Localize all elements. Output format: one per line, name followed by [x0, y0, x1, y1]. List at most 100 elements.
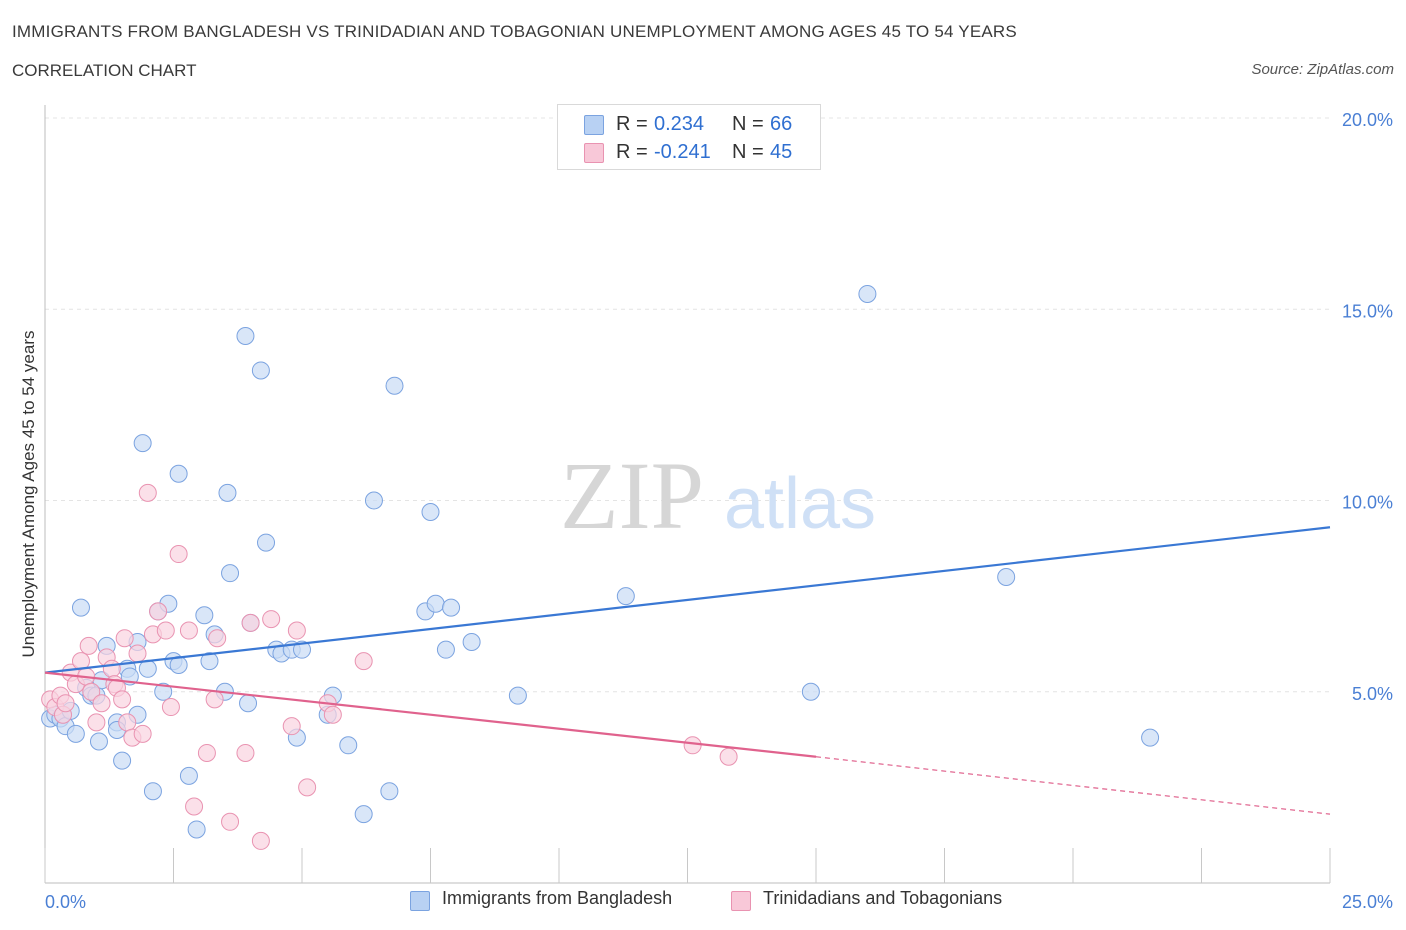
- y-tick-label: 20.0%: [1342, 110, 1393, 130]
- point-trinidad: [92, 694, 111, 713]
- point-trinidad: [118, 713, 137, 732]
- legend-swatch-trinidad: [584, 143, 604, 163]
- point-trinidad: [87, 713, 106, 732]
- point-bangladesh: [251, 361, 270, 380]
- point-trinidad: [156, 621, 175, 640]
- chart-subtitle: CORRELATION CHART: [12, 61, 197, 80]
- point-bangladesh: [508, 686, 527, 705]
- y-tick-label: 10.0%: [1342, 493, 1393, 513]
- legend-r-label: R =: [616, 113, 648, 135]
- point-bangladesh: [236, 327, 255, 346]
- point-bangladesh: [801, 682, 820, 701]
- point-bangladesh: [462, 633, 481, 652]
- watermark-atlas: atlas: [724, 464, 876, 544]
- legend-r-value: -0.241: [654, 141, 711, 163]
- point-bangladesh: [339, 736, 358, 755]
- tick-label-layer: 5.0% 10.0% 15.0% 20.0% 0.0% 25.0%: [45, 110, 1393, 912]
- point-bangladesh: [239, 694, 258, 713]
- x-tick-label: 0.0%: [45, 892, 86, 912]
- point-bangladesh: [179, 766, 198, 785]
- point-trinidad: [185, 797, 204, 816]
- point-trinidad: [179, 621, 198, 640]
- point-trinidad: [205, 690, 224, 709]
- point-trinidad: [323, 705, 342, 724]
- point-bangladesh: [143, 782, 162, 801]
- point-trinidad: [287, 621, 306, 640]
- point-bangladesh: [1141, 728, 1160, 747]
- series-swatch-bangladesh: [410, 891, 430, 911]
- trendline-trinidad: [44, 671, 817, 758]
- point-trinidad: [82, 682, 101, 701]
- point-bangladesh: [89, 732, 108, 751]
- point-bangladesh: [442, 598, 461, 617]
- point-bangladesh: [354, 805, 373, 824]
- legend-n-value: 66: [770, 113, 793, 135]
- point-bangladesh: [221, 564, 240, 583]
- point-bangladesh: [133, 434, 152, 453]
- watermark: ZIP atlas: [560, 442, 876, 549]
- point-trinidad: [102, 659, 121, 678]
- trendline-trinidad-extension: [815, 756, 1331, 815]
- point-bangladesh: [218, 483, 237, 502]
- point-trinidad: [138, 483, 157, 502]
- legend-n-label: N =: [732, 113, 764, 135]
- watermark-zip: ZIP: [560, 442, 704, 549]
- point-trinidad: [56, 694, 75, 713]
- point-trinidad: [241, 613, 260, 632]
- point-trinidad: [128, 644, 147, 663]
- x-tick-label: 25.0%: [1342, 892, 1393, 912]
- point-trinidad: [208, 629, 227, 648]
- legend-n-label: N =: [732, 141, 764, 163]
- trend-layer: [44, 526, 1331, 815]
- point-trinidad: [169, 545, 188, 564]
- axis-layer: [44, 105, 1331, 884]
- point-trinidad: [161, 698, 180, 717]
- y-tick-label: 15.0%: [1342, 301, 1393, 321]
- point-trinidad: [251, 831, 270, 850]
- point-trinidad: [221, 812, 240, 831]
- y-axis-label: Unemployment Among Ages 45 to 54 years: [19, 331, 38, 658]
- series-label-trinidad: Trinidadians and Tobagonians: [763, 888, 1003, 908]
- point-trinidad: [262, 610, 281, 629]
- legend-r-label: R =: [616, 141, 648, 163]
- points-layer: [41, 284, 1160, 850]
- chart-title: IMMIGRANTS FROM BANGLADESH VS TRINIDADIA…: [12, 22, 1017, 41]
- correlation-legend: R = 0.234 N = 66 R = -0.241 N = 45: [557, 104, 821, 170]
- point-bangladesh: [66, 724, 85, 743]
- point-bangladesh: [436, 640, 455, 659]
- point-trinidad: [298, 778, 317, 797]
- point-trinidad: [354, 652, 373, 671]
- series-label-bangladesh: Immigrants from Bangladesh: [442, 888, 673, 908]
- source-label: Source: ZipAtlas.com: [1251, 61, 1394, 78]
- point-bangladesh: [997, 568, 1016, 586]
- point-trinidad: [113, 690, 132, 709]
- point-bangladesh: [195, 606, 214, 625]
- point-bangladesh: [257, 533, 276, 552]
- point-bangladesh: [421, 502, 440, 521]
- trendline-bangladesh: [44, 526, 1331, 674]
- point-bangladesh: [113, 751, 132, 770]
- y-tick-label: 5.0%: [1352, 684, 1393, 704]
- point-bangladesh: [426, 594, 445, 613]
- legend-r-value: 0.234: [654, 113, 705, 135]
- point-bangladesh: [187, 820, 206, 839]
- point-bangladesh: [169, 464, 188, 483]
- point-bangladesh: [858, 284, 877, 303]
- grid-layer: [45, 117, 1330, 693]
- point-bangladesh: [385, 376, 404, 395]
- series-swatch-trinidad: [731, 891, 751, 911]
- point-trinidad: [282, 717, 301, 736]
- point-bangladesh: [154, 682, 173, 701]
- point-bangladesh: [138, 659, 157, 678]
- point-trinidad: [79, 636, 98, 655]
- point-bangladesh: [71, 598, 90, 617]
- point-trinidad: [236, 743, 255, 762]
- point-trinidad: [115, 629, 134, 648]
- point-trinidad: [197, 743, 216, 762]
- point-bangladesh: [380, 782, 399, 801]
- point-bangladesh: [200, 652, 219, 671]
- point-bangladesh: [293, 640, 311, 659]
- legend-n-value: 45: [770, 141, 793, 163]
- point-trinidad: [149, 602, 168, 621]
